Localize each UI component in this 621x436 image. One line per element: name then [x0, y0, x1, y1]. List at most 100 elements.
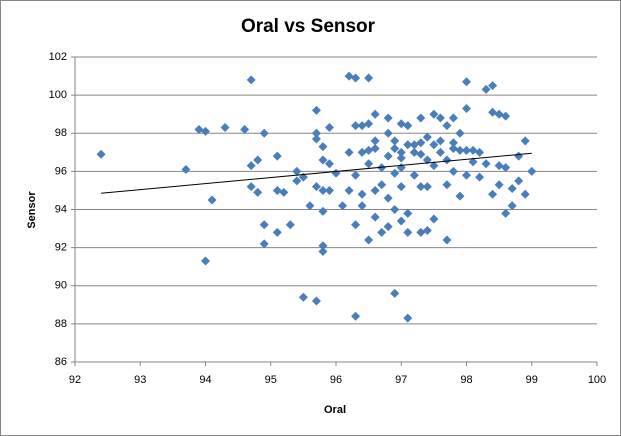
point	[403, 140, 413, 150]
point	[435, 147, 445, 157]
point	[311, 296, 321, 306]
point	[364, 73, 374, 83]
point	[462, 145, 471, 155]
point	[416, 149, 426, 159]
x-tick-label: 96	[330, 374, 342, 386]
point	[435, 113, 445, 123]
point	[383, 128, 393, 138]
point	[416, 182, 426, 192]
point	[442, 155, 452, 165]
point	[292, 176, 302, 186]
point	[403, 208, 413, 218]
point	[220, 123, 230, 133]
y-tick-label: 88	[55, 318, 67, 330]
point	[253, 187, 263, 197]
point	[442, 180, 452, 190]
point	[468, 157, 478, 167]
point	[383, 151, 393, 161]
point	[259, 128, 269, 138]
x-tick-label: 94	[199, 374, 211, 386]
y-tick-label: 102	[49, 51, 67, 63]
point	[351, 170, 361, 180]
point	[272, 151, 282, 161]
point	[455, 145, 465, 155]
point	[96, 149, 106, 159]
chart-title: Oral vs Sensor	[241, 16, 376, 37]
point	[501, 208, 511, 218]
x-tick-label: 98	[460, 374, 472, 386]
point	[396, 153, 406, 163]
point	[324, 123, 334, 133]
point	[409, 170, 419, 180]
point	[246, 182, 256, 192]
point	[357, 201, 367, 211]
point	[507, 184, 517, 194]
point	[488, 189, 498, 199]
point	[442, 235, 452, 245]
point	[259, 239, 269, 249]
point	[422, 155, 432, 165]
point	[272, 227, 282, 237]
point	[364, 119, 374, 129]
point	[396, 119, 406, 129]
y-tick-label: 86	[55, 356, 67, 368]
point	[494, 109, 504, 119]
point	[429, 161, 439, 171]
point	[501, 163, 511, 173]
point	[364, 159, 374, 169]
point	[416, 113, 426, 123]
point	[364, 235, 374, 245]
point	[390, 205, 400, 214]
point	[305, 201, 315, 211]
point	[181, 164, 191, 174]
point	[422, 225, 432, 235]
point	[344, 71, 354, 81]
y-tick-label: 98	[55, 127, 67, 139]
point	[318, 246, 328, 256]
point	[311, 134, 321, 144]
point	[285, 220, 295, 230]
point	[311, 105, 321, 115]
point	[351, 121, 361, 131]
point	[409, 147, 419, 157]
point	[422, 132, 432, 142]
point	[462, 103, 471, 113]
point	[429, 109, 439, 119]
x-tick-label: 95	[265, 374, 277, 386]
point	[468, 145, 478, 155]
point	[501, 111, 511, 121]
point	[462, 77, 471, 87]
point	[416, 227, 426, 237]
point	[351, 220, 361, 230]
point	[422, 182, 432, 192]
point	[311, 182, 321, 192]
x-tick-label: 93	[134, 374, 146, 386]
point	[435, 136, 445, 146]
point	[324, 159, 334, 169]
point	[488, 107, 498, 117]
point	[318, 241, 328, 251]
point	[481, 84, 491, 94]
point	[403, 313, 413, 323]
y-tick-label: 90	[55, 280, 67, 292]
point	[383, 222, 393, 232]
point	[246, 75, 256, 85]
point	[272, 185, 282, 195]
point	[448, 113, 458, 123]
point	[351, 73, 361, 83]
point	[364, 145, 374, 155]
point	[383, 113, 393, 123]
x-tick-label: 92	[69, 374, 81, 386]
y-tick-label: 100	[49, 89, 67, 101]
point	[429, 214, 439, 224]
x-axis-title: Oral	[324, 404, 346, 416]
point	[462, 170, 471, 180]
point	[370, 185, 380, 195]
point	[481, 159, 491, 169]
point	[475, 172, 485, 182]
point	[318, 206, 328, 216]
point	[514, 176, 524, 186]
point	[338, 201, 348, 211]
